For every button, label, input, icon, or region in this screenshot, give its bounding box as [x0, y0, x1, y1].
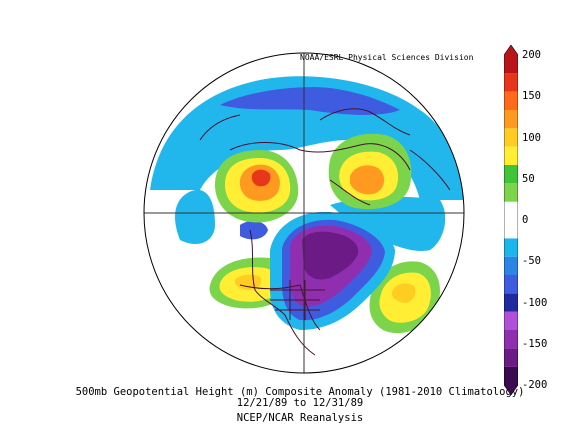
colorbar-tick-label: 150 — [522, 90, 541, 103]
colorbar-swatch — [504, 91, 518, 110]
colorbar-tick-label: -150 — [522, 337, 548, 350]
colorbar-tick-label: 50 — [522, 172, 535, 185]
colorbar-tick-label: -200 — [522, 379, 548, 391]
colorbar-swatch — [504, 293, 518, 312]
colorbar-swatch — [504, 128, 518, 147]
colorbar-swatch — [504, 146, 518, 165]
colorbar-swatch — [504, 348, 518, 367]
map-title: 500mb Geopotential Height (m) Composite … — [75, 386, 525, 398]
colorbar-swatch — [504, 220, 518, 239]
colorbar-max-arrow — [504, 45, 518, 55]
colorbar-swatch — [504, 238, 518, 257]
credit-text: NOAA/ESRL Physical Sciences Division — [300, 53, 474, 62]
colorbar-tick-label: 100 — [522, 131, 541, 144]
colorbar-swatch — [504, 366, 518, 385]
colorbar-swatch — [504, 201, 518, 220]
colorbar-swatch — [504, 55, 518, 74]
colorbar-swatch — [504, 110, 518, 129]
anomaly-field — [144, 53, 464, 373]
colorbar-min-arrow — [504, 385, 518, 395]
colorbar-tick-label: -100 — [522, 296, 548, 309]
colorbar-swatch — [504, 183, 518, 202]
colorbar-tick-label: 0 — [522, 214, 529, 226]
globe-outline — [143, 52, 465, 374]
colorbar-swatch — [504, 275, 518, 294]
coastlines — [199, 108, 451, 356]
colorbar-tick-label: -50 — [522, 255, 541, 268]
colorbar-swatch — [504, 165, 518, 184]
colorbar-swatch — [504, 311, 518, 330]
colorbar-swatch — [504, 256, 518, 275]
data-source: NCEP/NCAR Reanalysis — [236, 412, 364, 424]
date-range: 12/21/89 to 12/31/89 — [236, 397, 364, 409]
colorbar — [504, 45, 518, 395]
colorbar-swatch — [504, 73, 518, 92]
colorbar-tick-label: 200 — [522, 49, 541, 61]
colorbar-swatch — [504, 330, 518, 349]
